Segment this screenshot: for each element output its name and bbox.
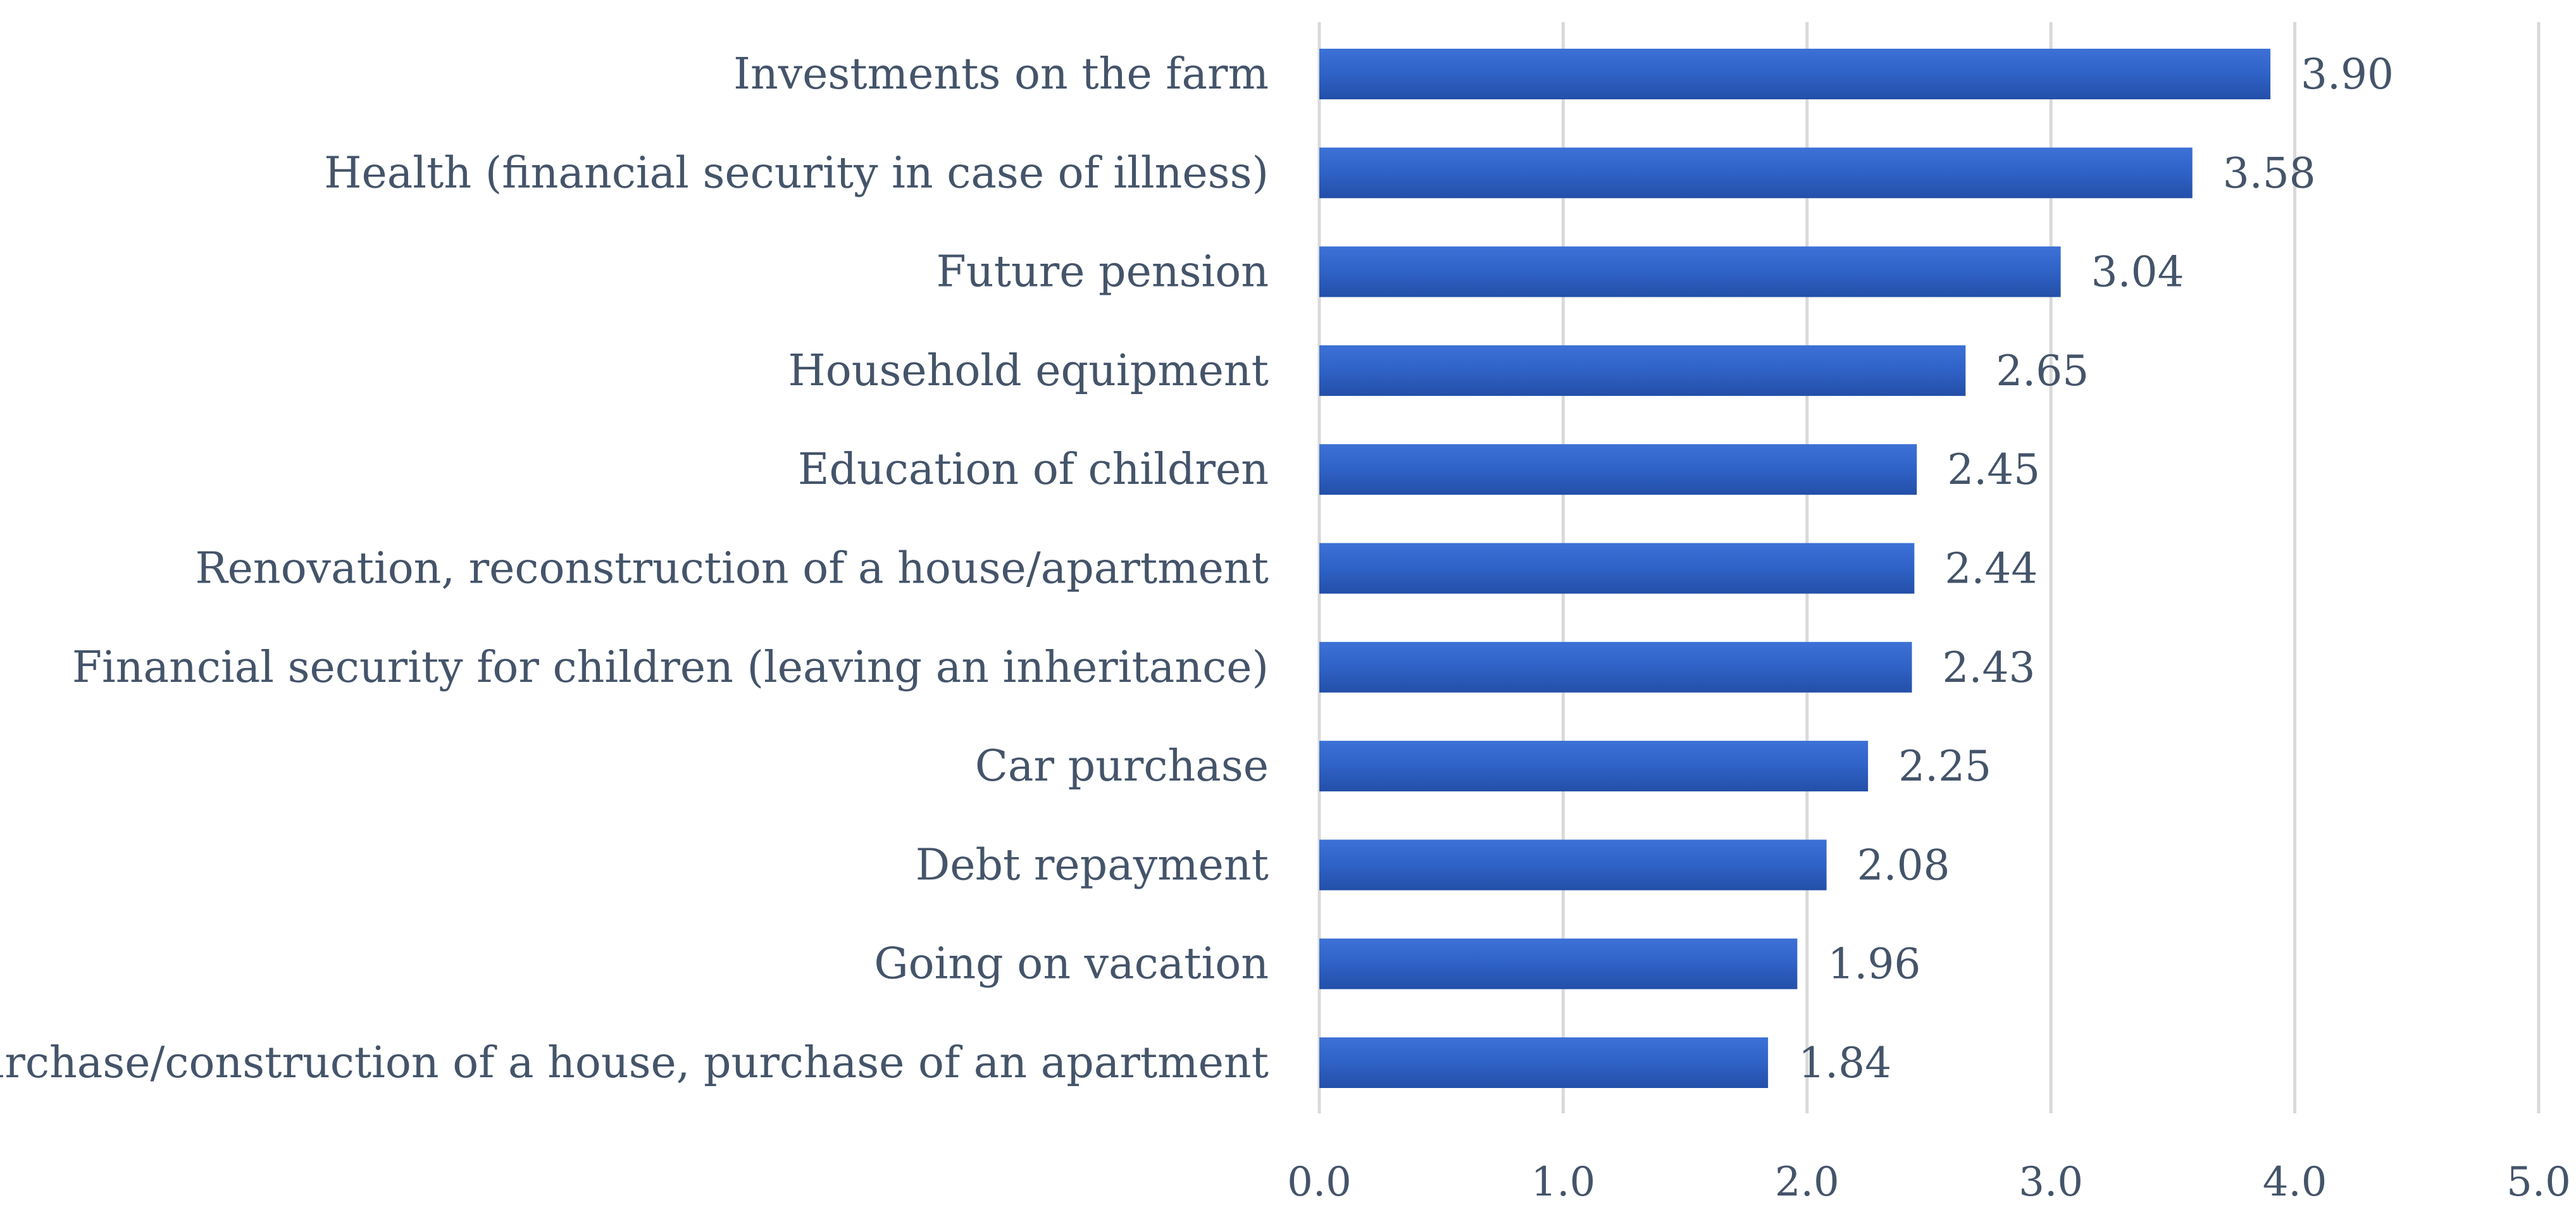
data-label: 2.08 xyxy=(1857,841,1950,889)
data-label: 1.96 xyxy=(1827,940,1920,989)
bar xyxy=(1319,444,1917,495)
x-tick-label: 3.0 xyxy=(2019,1159,2083,1206)
data-label: 3.58 xyxy=(2223,149,2316,197)
data-label: 3.04 xyxy=(2091,248,2184,297)
category-label: Future pension xyxy=(936,247,1269,297)
bar xyxy=(1319,345,1966,396)
data-label: 3.90 xyxy=(2301,50,2394,99)
category-labels: Investments on the farm Health (financial… xyxy=(0,49,1269,1088)
category-label: Purchase/construction of a house, purcha… xyxy=(0,1038,1269,1088)
bar xyxy=(1319,49,2271,99)
data-label: 2.43 xyxy=(1943,643,2036,692)
category-label: Investments on the farm xyxy=(733,49,1269,99)
x-tick-label: 2.0 xyxy=(1775,1159,1839,1206)
category-label: Financial security for children (leaving… xyxy=(72,643,1269,693)
value-labels: 3.90 3.58 3.04 2.65 2.45 2.44 2.43 2.25 2.08 1.96… xyxy=(1798,50,2394,1087)
x-tick-label: 4.0 xyxy=(2263,1159,2327,1206)
x-tick-label: 0.0 xyxy=(1287,1159,1352,1206)
data-label: 1.84 xyxy=(1798,1039,1891,1087)
category-label: Car purchase xyxy=(975,741,1269,791)
category-label: Renovation, reconstruction of a house/ap… xyxy=(195,544,1269,594)
bar xyxy=(1319,839,1827,891)
data-label: 2.25 xyxy=(1898,742,1991,791)
category-label: Debt repayment xyxy=(916,840,1269,890)
x-axis-tick-labels: 0.0 1.0 2.0 3.0 4.0 5.0 xyxy=(1287,1159,2571,1206)
x-tick-label: 1.0 xyxy=(1531,1159,1596,1206)
bar xyxy=(1319,1037,1769,1088)
bar xyxy=(1319,641,1912,693)
category-label: Health (financial security in case of il… xyxy=(324,148,1269,198)
bar xyxy=(1319,543,1915,594)
bars xyxy=(1319,49,2271,1088)
x-tick-label: 5.0 xyxy=(2506,1159,2571,1206)
data-label: 2.45 xyxy=(1947,445,2040,494)
category-label: Going on vacation xyxy=(874,939,1269,989)
data-label: 2.65 xyxy=(1996,347,2089,395)
bar xyxy=(1319,246,2061,297)
data-label: 2.44 xyxy=(1944,545,2038,593)
category-label: Education of children xyxy=(798,445,1269,495)
bar xyxy=(1319,741,1869,792)
bar xyxy=(1319,147,2193,199)
bar xyxy=(1319,938,1798,989)
category-label: Household equipment xyxy=(788,346,1269,396)
